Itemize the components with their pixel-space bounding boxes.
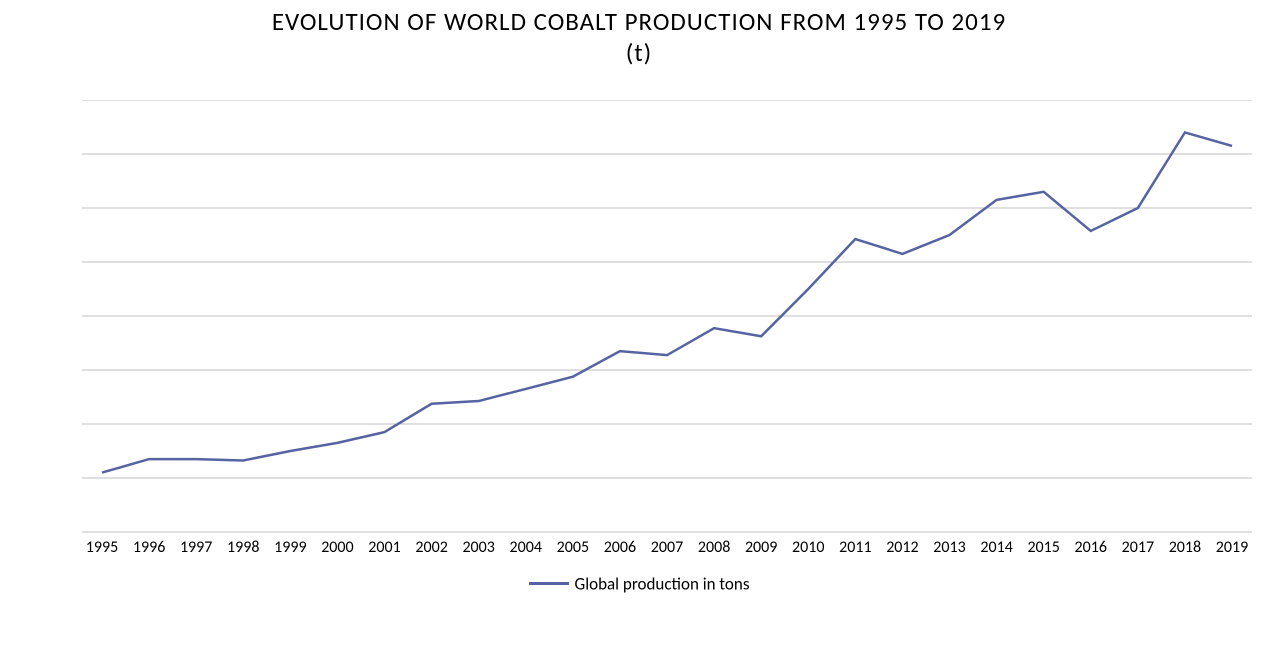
x-tick-label: 2011 <box>839 538 871 557</box>
x-tick-label: 2006 <box>604 538 636 557</box>
chart-title-line1: EVOLUTION OF WORLD COBALT PRODUCTION FRO… <box>0 6 1278 37</box>
legend-label: Global production in tons <box>575 573 750 594</box>
x-tick-label: 2013 <box>933 538 965 557</box>
chart-container: EVOLUTION OF WORLD COBALT PRODUCTION FRO… <box>0 0 1278 650</box>
line-chart-svg: 020 00040 00060 00080 000100 000120 0001… <box>82 100 1252 560</box>
x-tick-label: 2003 <box>462 538 494 557</box>
x-tick-label: 2010 <box>792 538 824 557</box>
x-tick-label: 2004 <box>510 538 542 557</box>
legend: Global production in tons <box>0 572 1278 594</box>
x-tick-label: 2007 <box>651 538 683 557</box>
chart-title: EVOLUTION OF WORLD COBALT PRODUCTION FRO… <box>0 0 1278 69</box>
x-tick-label: 2015 <box>1027 538 1059 557</box>
plot-area: 020 00040 00060 00080 000100 000120 0001… <box>82 100 1252 560</box>
chart-title-line2: (t) <box>0 37 1278 68</box>
x-tick-label: 2014 <box>980 538 1012 557</box>
x-tick-label: 2019 <box>1216 538 1248 557</box>
x-tick-label: 1999 <box>274 538 306 557</box>
x-tick-label: 2002 <box>415 538 447 557</box>
x-tick-label: 2016 <box>1075 538 1107 557</box>
x-tick-label: 2005 <box>557 538 589 557</box>
legend-swatch <box>529 582 569 585</box>
series-line <box>102 132 1232 472</box>
x-tick-label: 2017 <box>1122 538 1154 557</box>
x-tick-label: 2008 <box>698 538 730 557</box>
x-tick-label: 2000 <box>321 538 353 557</box>
x-tick-label: 2012 <box>886 538 918 557</box>
x-tick-label: 1995 <box>86 538 118 557</box>
x-tick-label: 1996 <box>133 538 165 557</box>
x-tick-label: 2018 <box>1169 538 1201 557</box>
x-tick-label: 2009 <box>745 538 777 557</box>
x-tick-label: 2001 <box>368 538 400 557</box>
x-tick-label: 1998 <box>227 538 259 557</box>
x-tick-label: 1997 <box>180 538 212 557</box>
